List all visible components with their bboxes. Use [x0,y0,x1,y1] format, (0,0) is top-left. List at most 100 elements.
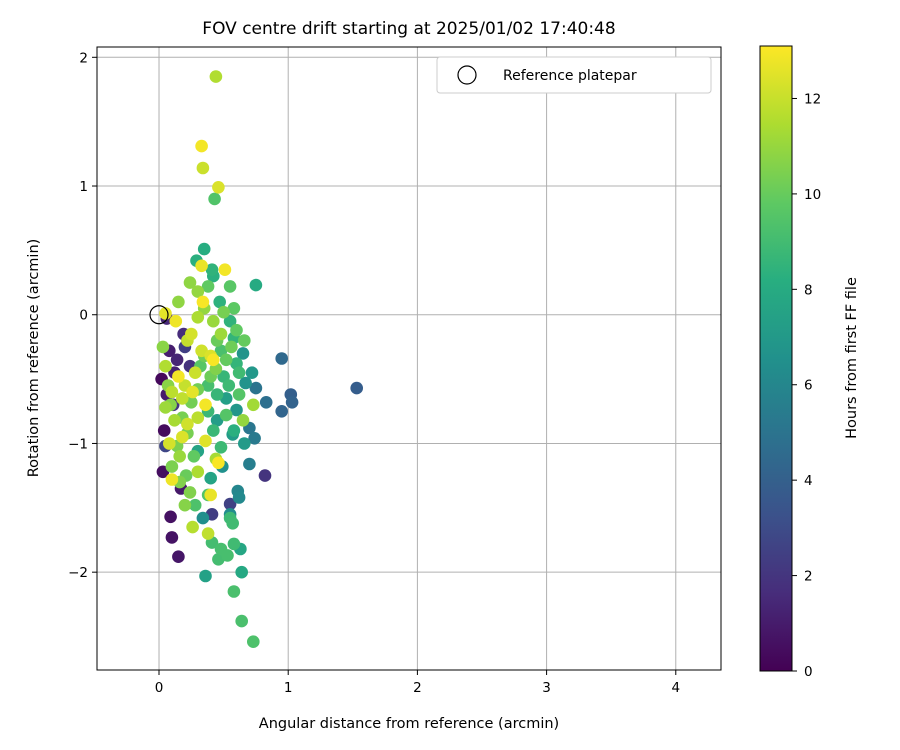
data-point [207,353,220,367]
data-point [213,295,226,309]
y-tick-label: 0 [79,308,88,324]
data-point [232,388,246,401]
data-point [165,473,179,486]
data-point [188,366,202,380]
colorbar-tick-label: 12 [804,91,821,107]
data-point [227,424,241,437]
data-point [225,340,238,354]
data-point [227,537,241,551]
data-point [186,520,199,534]
colorbar-tick-label: 0 [804,664,813,680]
data-point [226,517,239,530]
data-point [168,414,181,427]
data-point [196,295,210,309]
data-point [258,469,272,482]
colorbar-gradient [759,45,793,672]
data-point [350,381,364,395]
data-point [195,139,208,153]
data-point [191,285,205,298]
colorbar-tick-label: 4 [804,473,813,489]
data-point [230,403,243,417]
x-tick-label: 1 [284,680,293,696]
x-tick-label: 3 [542,680,551,696]
data-point [227,302,241,315]
colorbar: 0 2 4 6 8 10 12 Hours from first FF file [759,45,860,680]
data-point [204,488,217,502]
y-axis-ticks: −2 −1 0 1 2 [68,50,97,581]
data-point [227,585,241,598]
data-point [204,471,217,485]
grid-lines [97,47,721,670]
data-point [219,353,233,367]
data-point [165,460,179,473]
data-point [210,388,224,401]
data-point [212,181,225,194]
y-tick-label: −2 [68,565,88,581]
data-point [232,491,246,504]
data-point [222,379,236,392]
data-point [223,314,237,328]
data-point [236,347,250,360]
data-point [201,280,215,293]
data-point [209,70,223,83]
data-point [170,353,184,367]
data-point [199,434,212,448]
data-point [196,511,210,525]
data-point [181,417,194,431]
data-point [159,307,172,320]
data-point [183,486,197,499]
data-point [176,430,189,444]
data-point [159,359,172,373]
data-point [235,565,248,579]
data-point [186,385,199,399]
x-tick-label: 2 [413,680,422,696]
data-point [285,396,299,409]
y-axis-label: Rotation from reference (arcmin) [26,239,42,478]
data-point [165,531,179,544]
data-point [159,401,172,414]
data-point [157,424,171,437]
data-point [191,311,205,324]
data-point [176,392,189,405]
data-point [221,549,234,562]
data-point [156,340,170,354]
data-point [178,498,192,512]
data-point [173,450,186,463]
data-point [235,614,248,628]
data-point [188,498,202,512]
data-point [172,295,185,309]
legend-box [436,56,712,94]
chart-title: FOV centre drift starting at 2025/01/02 … [202,19,615,39]
data-point [199,569,212,583]
x-axis-label: Angular distance from reference (arcmin) [259,716,559,732]
x-axis-ticks: 0 1 2 3 4 [155,670,680,696]
data-point [205,263,219,277]
x-tick-label: 4 [671,680,680,696]
colorbar-tick-label: 2 [804,569,813,585]
data-point [169,314,183,328]
colorbar-ticks: 0 2 4 6 8 10 12 [792,91,821,680]
data-point [232,366,246,380]
data-point [191,411,205,425]
legend-label: Reference platepar [503,68,637,84]
data-point [245,366,259,380]
y-tick-label: 1 [79,179,88,195]
data-point [201,527,215,540]
y-tick-label: −1 [68,436,88,452]
x-tick-label: 0 [155,680,164,696]
data-point [214,327,228,341]
data-point [230,323,243,337]
data-point [207,424,220,437]
reference-point-group [149,305,169,325]
data-point [183,276,197,289]
data-point [187,450,201,463]
plot-frame [96,46,722,671]
data-point [217,305,230,319]
data-point [243,457,256,471]
data-point [195,259,208,273]
data-point [239,376,252,390]
data-point [163,437,176,450]
data-point [214,441,228,454]
data-point [238,437,251,450]
